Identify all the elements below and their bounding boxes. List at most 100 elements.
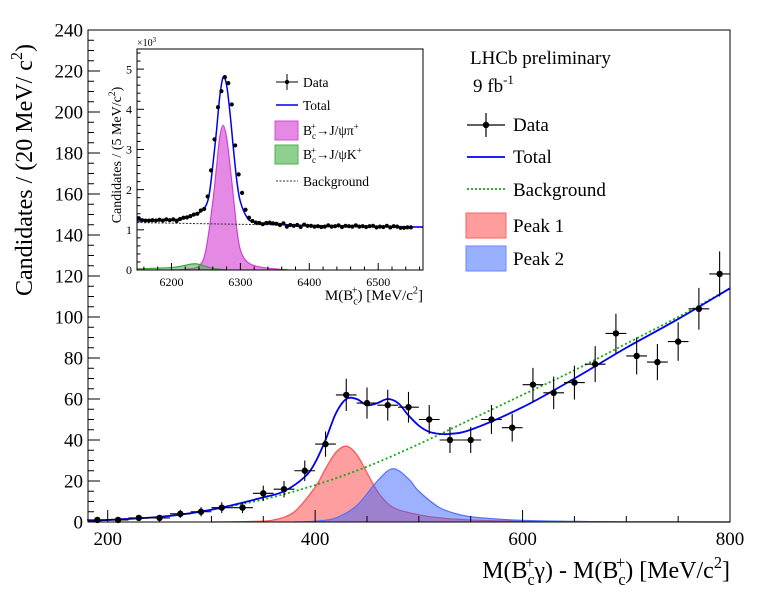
k-component-curve-outline xyxy=(136,263,227,271)
data-point-marker xyxy=(322,224,327,229)
data-point-marker xyxy=(571,379,578,386)
data-point-marker xyxy=(239,190,245,195)
data-point xyxy=(212,137,217,142)
data-point-marker xyxy=(333,224,338,229)
data-point xyxy=(709,251,730,297)
data-point xyxy=(339,224,345,230)
data-point-marker xyxy=(395,224,400,229)
y-tick-label: 20 xyxy=(64,472,83,493)
data-point-marker xyxy=(291,223,296,228)
data-point xyxy=(391,224,396,229)
y-tick-label: 40 xyxy=(64,431,83,452)
inset-background-curve xyxy=(136,222,424,228)
data-point xyxy=(418,405,440,434)
data-point-marker xyxy=(339,224,345,230)
data-point-marker xyxy=(329,224,334,229)
data-point xyxy=(605,313,627,354)
data-point-marker xyxy=(143,218,148,223)
data-point-marker xyxy=(322,440,329,448)
data-point-marker xyxy=(197,508,205,515)
data-point xyxy=(243,207,248,212)
data-point-marker xyxy=(246,215,252,220)
data-point xyxy=(181,215,186,220)
data-point-marker xyxy=(260,222,265,227)
data-point xyxy=(246,215,252,220)
data-point xyxy=(543,376,565,410)
data-point-marker xyxy=(195,211,200,216)
data-point-marker xyxy=(550,389,557,397)
data-point xyxy=(140,218,145,223)
data-point-marker xyxy=(391,224,396,229)
background-curve xyxy=(87,287,731,522)
data-point xyxy=(377,224,383,229)
data-point xyxy=(326,223,331,228)
data-point-marker xyxy=(357,224,362,229)
data-point xyxy=(233,143,238,148)
y-tick-label: 100 xyxy=(55,308,84,329)
x-tick-label: 6500 xyxy=(366,275,390,289)
data-point xyxy=(294,460,316,481)
data-point xyxy=(395,224,400,229)
data-point xyxy=(374,225,379,230)
data-point xyxy=(353,223,358,228)
data-point-marker xyxy=(388,225,393,230)
data-point xyxy=(273,481,295,498)
data-point xyxy=(315,224,321,229)
data-marker-icon xyxy=(482,121,490,129)
data-point-marker xyxy=(243,207,248,212)
data-point-marker xyxy=(177,216,183,222)
x-tick-label: 200 xyxy=(93,529,122,550)
data-point xyxy=(364,224,369,230)
inset-legend-item-background: Background xyxy=(276,174,369,189)
data-point xyxy=(219,89,224,94)
data-point xyxy=(367,224,372,229)
x-axis-label: M(Bc+γ) - M(Bc+) [MeV/c2] xyxy=(482,553,730,589)
data-point-marker xyxy=(716,270,723,278)
inset-legend-label-data: Data xyxy=(303,75,328,90)
data-point-marker xyxy=(295,222,300,228)
data-point-marker xyxy=(136,216,141,221)
data-point-marker xyxy=(280,486,288,493)
data-point xyxy=(384,223,389,228)
data-point-marker xyxy=(326,223,331,228)
data-point xyxy=(312,224,317,229)
data-point-marker xyxy=(160,218,165,223)
x-tick-label: 6300 xyxy=(228,275,252,289)
data-point-marker xyxy=(374,225,379,230)
data-point-marker xyxy=(188,214,193,219)
data-point-marker xyxy=(177,510,184,517)
legend-label-data: Data xyxy=(513,115,549,136)
data-point xyxy=(174,218,179,224)
x-tick-label: 6200 xyxy=(159,275,183,289)
legend-item-total: Total xyxy=(467,147,552,168)
inset-legend-label-total: Total xyxy=(303,98,331,113)
y-axis-label: Candidates / (20 MeV/ c2) xyxy=(7,44,38,296)
data-point xyxy=(271,221,276,226)
data-point-marker xyxy=(274,221,279,226)
data-point xyxy=(232,502,253,514)
y-tick-label: 80 xyxy=(64,349,83,370)
data-point-marker xyxy=(343,391,350,399)
data-point-marker xyxy=(353,223,358,228)
data-point xyxy=(215,105,221,110)
data-point-marker xyxy=(367,224,372,229)
pi-component-curve-fill xyxy=(171,125,289,270)
data-point xyxy=(211,502,233,514)
legend-label-peak2: Peak 2 xyxy=(513,249,564,270)
data-point-marker xyxy=(408,225,414,230)
peak1-curve-outline xyxy=(211,445,731,523)
inset-background xyxy=(100,34,428,306)
data-point-marker xyxy=(488,416,495,423)
data-point-marker xyxy=(171,217,176,222)
y-tick-label: 180 xyxy=(55,144,84,165)
data-point xyxy=(284,224,289,229)
y-tick-label: 3 xyxy=(126,143,132,157)
data-point-marker xyxy=(301,467,308,474)
data-point-marker xyxy=(198,208,203,213)
data-point xyxy=(191,212,196,217)
data-point-marker xyxy=(398,225,403,230)
data-point xyxy=(398,225,403,230)
data-point xyxy=(377,389,399,421)
data-point xyxy=(202,206,207,212)
inset-legend: Data Total Bc+→J/ψπ+​ Bc+→J/ψK+​ Backgro… xyxy=(274,74,369,189)
